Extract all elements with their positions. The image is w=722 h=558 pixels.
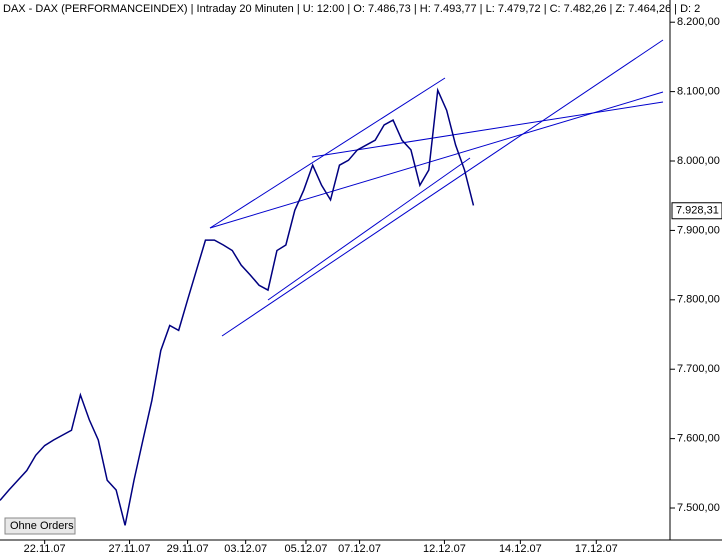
last-value-label: 7.928,31 <box>676 205 719 217</box>
y-tick-label: 8.100,00 <box>677 86 720 98</box>
x-tick-label: 14.12.07 <box>499 543 542 555</box>
x-tick-label: 07.12.07 <box>338 543 381 555</box>
y-tick-label: 7.500,00 <box>677 502 720 514</box>
button[interactable]: Ohne Orders <box>4 517 76 535</box>
x-tick-label: 22.11.07 <box>24 543 66 555</box>
y-tick-label: 8.000,00 <box>677 155 720 167</box>
y-tick-label: 7.700,00 <box>677 363 720 375</box>
y-tick-label: 7.600,00 <box>677 433 720 445</box>
y-tick-label: 8.200,00 <box>677 16 720 28</box>
x-tick-label: 05.12.07 <box>285 543 328 555</box>
trend-line <box>221 39 664 337</box>
button-box[interactable] <box>4 517 76 535</box>
chart-title: DAX - DAX (PERFORMANCEINDEX) | Intraday … <box>3 3 700 15</box>
trend-line <box>311 101 664 158</box>
x-tick-label: 03.12.07 <box>224 543 267 555</box>
last-value-box <box>671 202 722 220</box>
trend-line <box>209 77 446 229</box>
trend-line <box>267 157 471 301</box>
price-line <box>0 87 475 526</box>
x-tick-label: 12.12.07 <box>423 543 466 555</box>
x-tick-label: 17.12.07 <box>575 543 618 555</box>
button-label[interactable]: Ohne Orders <box>10 520 74 532</box>
y-tick-label: 7.900,00 <box>677 224 720 236</box>
x-tick-label: 29.11.07 <box>167 543 209 555</box>
header-bg <box>0 0 660 18</box>
trend-line <box>209 91 664 229</box>
y-tick-label: 7.800,00 <box>677 294 720 306</box>
trend-lines <box>209 39 664 337</box>
x-tick-label: 27.11.07 <box>109 543 151 555</box>
